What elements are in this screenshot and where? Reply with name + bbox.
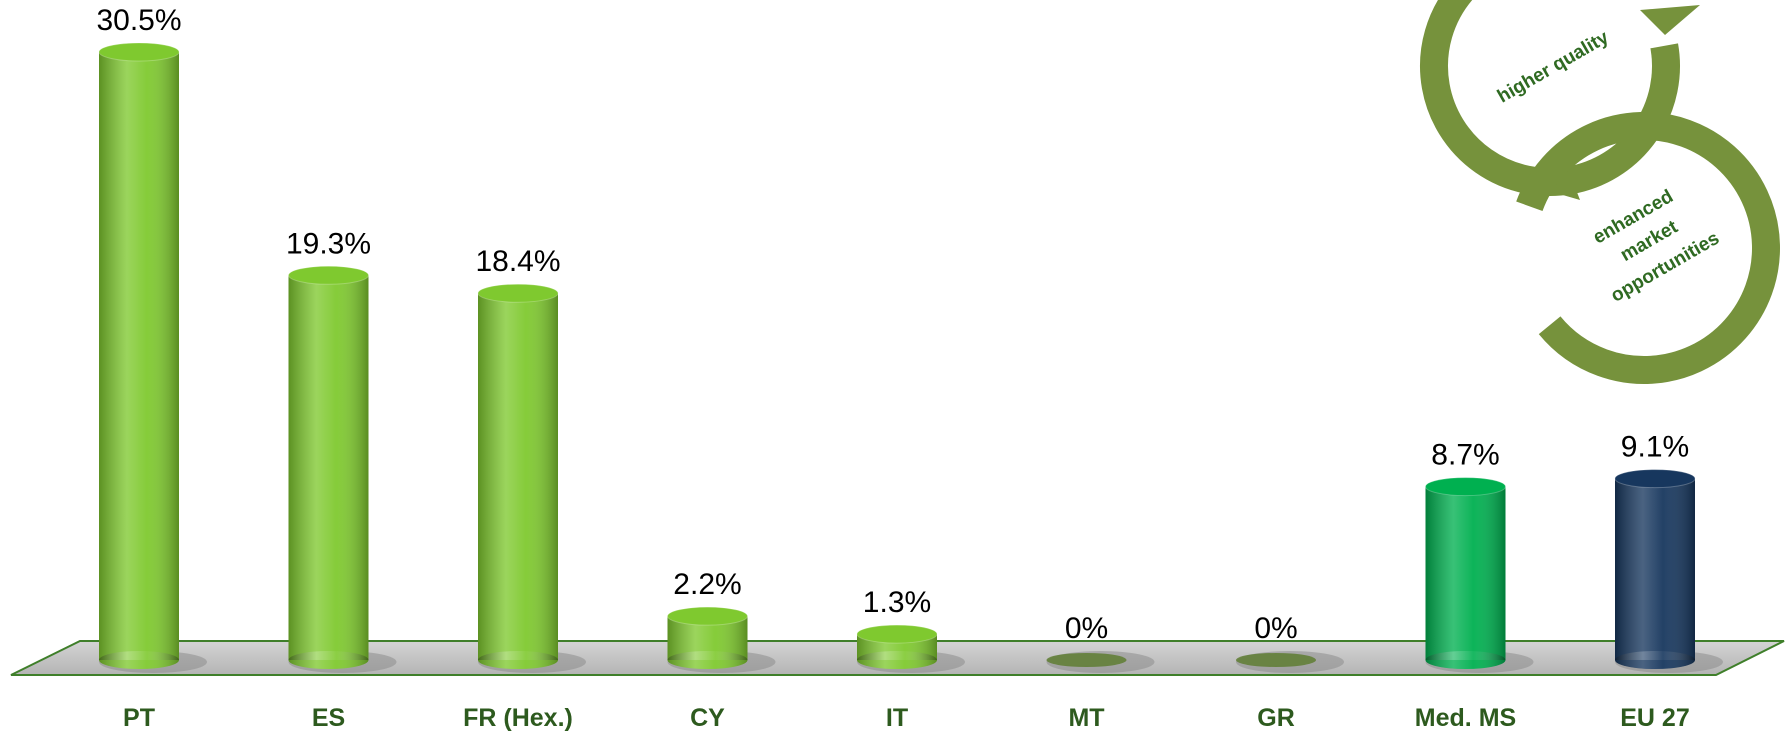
bar-bottom-shade <box>478 651 558 669</box>
value-label: 18.4% <box>475 245 560 278</box>
value-label: 8.7% <box>1431 439 1499 472</box>
value-label: 19.3% <box>286 227 371 260</box>
bar-shade <box>1615 478 1695 660</box>
bar-top <box>288 265 369 285</box>
bar-top <box>856 624 938 644</box>
bar <box>1236 653 1316 667</box>
category-label: GR <box>1257 704 1295 732</box>
bar-top <box>1425 477 1506 497</box>
value-label: 30.5% <box>96 4 181 37</box>
value-label: 2.2% <box>673 568 741 601</box>
bar-top <box>477 283 559 303</box>
category-label: EU 27 <box>1620 704 1689 732</box>
annotation: higher quality <box>1494 27 1613 108</box>
bar-bottom-shade <box>288 651 369 669</box>
bar-bottom-shade <box>1615 651 1695 669</box>
category-label: MT <box>1068 704 1104 732</box>
bar-bottom-shade <box>1425 651 1506 669</box>
category-label: Med. MS <box>1415 704 1516 732</box>
value-label: 0% <box>1065 612 1108 645</box>
value-label: 1.3% <box>863 586 931 619</box>
category-label: PT <box>123 704 155 732</box>
value-label: 9.1% <box>1621 431 1689 464</box>
category-label: FR (Hex.) <box>463 704 573 732</box>
bar-bottom-shade <box>667 651 748 669</box>
bar-bottom-shade <box>857 651 937 669</box>
bar-bottom-shade <box>99 651 179 669</box>
value-label: 0% <box>1254 612 1297 645</box>
category-label: ES <box>312 704 345 732</box>
bar-top <box>667 606 748 626</box>
bar-top <box>98 42 180 62</box>
bar-top <box>1614 469 1696 489</box>
decoration: higher quality enhanced market opportuni… <box>1420 0 1780 384</box>
bar-shade <box>1425 486 1506 660</box>
bar <box>1046 653 1127 667</box>
bar-shade <box>478 293 558 660</box>
category-label: IT <box>886 704 908 732</box>
bar-shade <box>288 275 369 660</box>
category-label: CY <box>690 704 725 732</box>
bar-shade <box>99 52 179 660</box>
